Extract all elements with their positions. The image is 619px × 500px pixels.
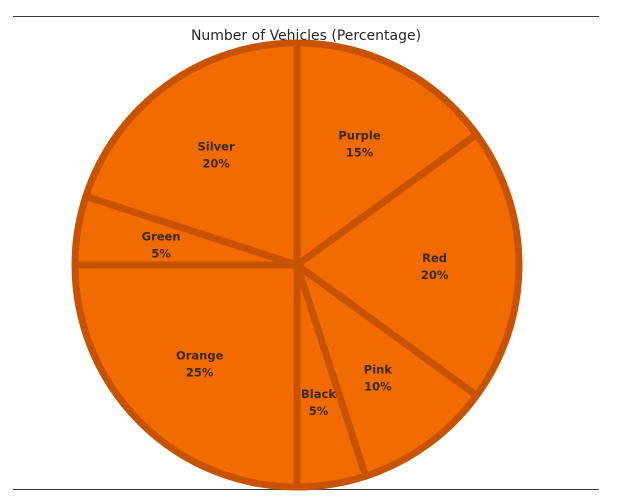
slice-label-red: Red (422, 251, 447, 265)
slice-value-black: 5% (309, 404, 329, 418)
slice-value-green: 5% (151, 247, 171, 261)
pie-labels: Purple 15% Red 20% Pink 10% Black 5% Orange 25% Gr… (142, 128, 449, 418)
slice-value-pink: 10% (364, 379, 392, 393)
pie-slice-purple (293, 39, 481, 269)
slice-label-orange: Orange (176, 348, 224, 362)
pie-slices (71, 39, 523, 491)
slice-label-silver: Silver (198, 140, 235, 154)
pie-slice-silver (82, 39, 301, 269)
slice-value-orange: 25% (186, 365, 214, 379)
slice-value-purple: 15% (346, 145, 374, 159)
slice-label-green: Green (142, 230, 181, 244)
pie-slice-red (293, 131, 523, 399)
slice-value-silver: 20% (202, 157, 230, 171)
slice-label-black: Black (301, 387, 336, 401)
top-rule (13, 16, 599, 17)
slice-label-pink: Pink (364, 362, 393, 376)
chart-title: Number of Vehicles (Percentage) (191, 28, 421, 44)
pie-slice-pink (293, 261, 481, 480)
pie-slice-orange (71, 261, 301, 491)
slice-value-red: 20% (421, 268, 449, 282)
slice-label-purple: Purple (338, 128, 380, 142)
